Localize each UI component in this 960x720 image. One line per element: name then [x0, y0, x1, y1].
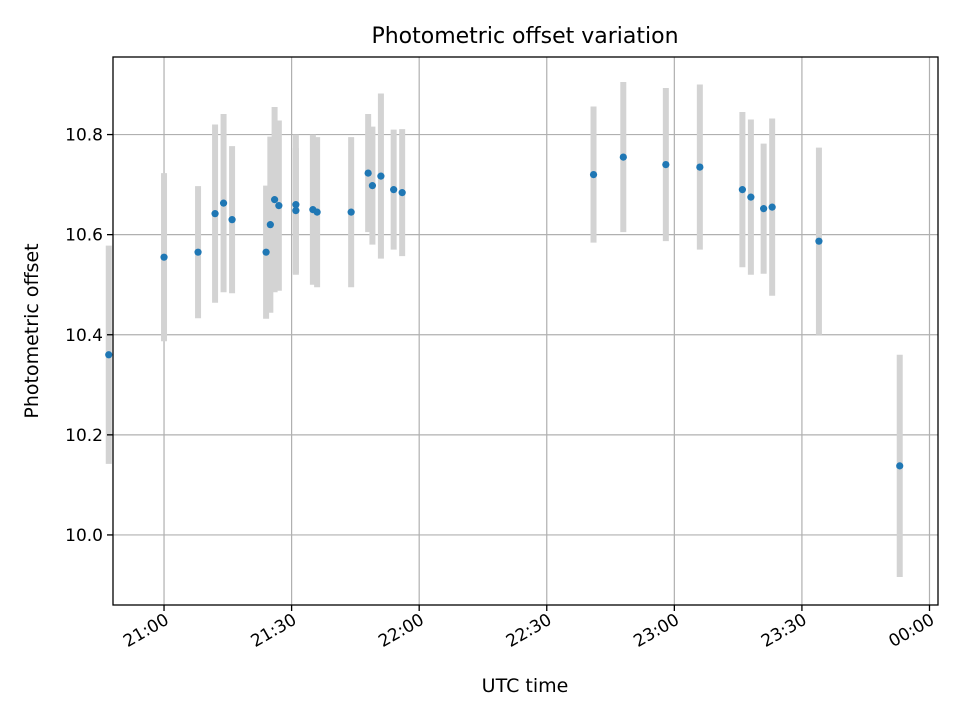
data-point — [368, 182, 377, 190]
data-point — [275, 202, 283, 210]
data-point — [377, 172, 385, 180]
data-point — [364, 169, 372, 177]
data-point — [219, 199, 228, 207]
data-point — [662, 160, 670, 169]
x-axis-label: UTC time — [482, 675, 569, 697]
y-tick-label: 10.8 — [65, 126, 103, 146]
data-point — [194, 248, 202, 256]
chart-title: Photometric offset variation — [371, 24, 678, 49]
data-point — [262, 248, 270, 256]
data-point — [589, 171, 598, 179]
data-point — [815, 237, 823, 245]
plot-frame — [112, 56, 939, 606]
y-tick-label: 10.6 — [65, 226, 103, 246]
data-point — [760, 205, 768, 213]
data-point — [266, 221, 274, 229]
grid-layer — [113, 57, 938, 605]
data-point — [896, 462, 904, 470]
data-point — [160, 253, 168, 261]
data-point — [696, 163, 704, 171]
y-tick-label: 10.2 — [65, 426, 103, 446]
data-point — [619, 153, 627, 161]
y-axis-label: Photometric offset — [21, 243, 43, 418]
data-point — [738, 186, 746, 194]
data-point — [211, 210, 219, 218]
y-tick-label: 10.4 — [65, 326, 103, 346]
data-point — [347, 208, 355, 216]
point-layer — [105, 153, 904, 470]
data-point — [768, 203, 776, 211]
data-point — [270, 196, 279, 204]
data-point — [398, 189, 406, 197]
data-point — [313, 208, 321, 216]
data-point — [292, 201, 300, 209]
data-point — [390, 186, 398, 194]
data-point — [747, 193, 755, 201]
data-point — [105, 351, 113, 359]
y-tick-label: 10.0 — [65, 526, 103, 546]
data-point — [292, 207, 300, 215]
data-point — [228, 216, 236, 224]
